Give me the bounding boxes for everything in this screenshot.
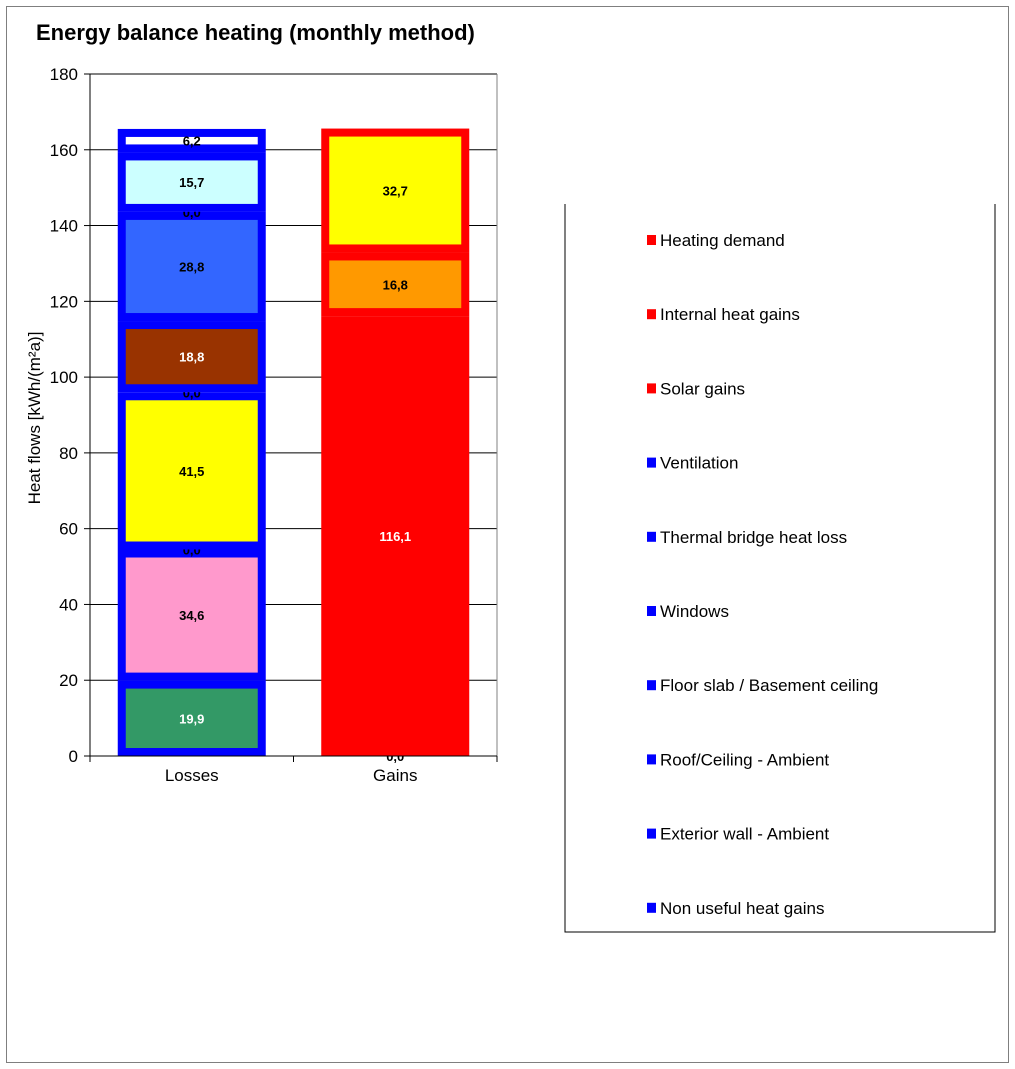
legend-swatch — [647, 680, 656, 691]
gains-segment — [329, 260, 462, 309]
gains-segment — [329, 136, 462, 245]
losses-segment — [125, 557, 258, 673]
legend-item-label: Heating demand — [660, 231, 785, 250]
losses-segment-label: 15,7 — [179, 175, 204, 190]
losses-segment — [125, 219, 258, 314]
losses-segment — [125, 136, 258, 145]
legend: Heating demand Internal heat gains Solar g… — [564, 204, 996, 933]
axes: 0 20 40 60 80 100 120 140 160 180 Losses Gains — [50, 65, 498, 785]
losses-segment — [125, 400, 258, 542]
legend-swatch — [647, 828, 656, 839]
y-tick-label: 100 — [50, 368, 78, 387]
legend-swatch — [647, 383, 656, 394]
legend-swatch — [647, 754, 656, 765]
gains-segment-label: 32,7 — [383, 184, 408, 199]
losses-segment-label: 19,9 — [179, 711, 204, 726]
y-tick-label: 180 — [50, 65, 78, 84]
y-axis-title: Heat flows [kWh/(m²a)] — [25, 332, 44, 505]
gains-segment — [329, 324, 462, 748]
bars: 19,934,60,041,50,018,828,80,015,76,20,01… — [117, 128, 470, 764]
losses-segment-label: 28,8 — [179, 259, 204, 274]
legend-swatch — [647, 235, 656, 245]
losses-segment — [125, 688, 258, 748]
losses-segment-label: 41,5 — [179, 464, 204, 479]
legend-swatch — [647, 902, 656, 913]
legend-item-label: Internal heat gains — [660, 305, 800, 324]
legend-item-label: Roof/Ceiling - Ambient — [660, 750, 829, 769]
legend-swatch — [647, 309, 656, 320]
y-tick-label: 80 — [59, 444, 78, 463]
y-tick-label: 40 — [59, 595, 78, 614]
gains-segment-label: 116,1 — [379, 529, 411, 544]
y-tick-label: 20 — [59, 671, 78, 690]
y-tick-label: 140 — [50, 217, 78, 236]
losses-segment — [125, 329, 258, 385]
y-tick-label: 120 — [50, 292, 78, 311]
legend-item-label: Solar gains — [660, 379, 745, 398]
y-tick-label: 160 — [50, 141, 78, 160]
y-tick-label: 60 — [59, 520, 78, 539]
legend-item-label: Floor slab / Basement ceiling — [660, 676, 878, 695]
legend-swatch — [647, 606, 656, 616]
legend-box — [564, 204, 996, 933]
legend-item-label: Ventilation — [660, 454, 738, 473]
legend-item-label: Exterior wall - Ambient — [660, 825, 829, 844]
legend-item-label: Thermal bridge heat loss — [660, 528, 847, 547]
chart-title: Energy balance heating (monthly method) — [36, 20, 475, 45]
legend-item-label: Non useful heat gains — [660, 899, 824, 918]
legend-swatch — [647, 531, 656, 542]
losses-segment-label: 34,6 — [179, 608, 204, 623]
legend-swatch — [647, 457, 656, 468]
losses-segment-label: 18,8 — [179, 350, 204, 365]
losses-segment — [125, 160, 258, 204]
gains-segment-label: 16,8 — [383, 277, 408, 292]
x-tick-label: Losses — [165, 766, 219, 785]
y-tick-label: 0 — [69, 747, 78, 766]
losses-segment-label: 6,2 — [183, 134, 201, 149]
legend-item-label: Windows — [660, 602, 729, 621]
x-tick-label: Gains — [373, 766, 417, 785]
